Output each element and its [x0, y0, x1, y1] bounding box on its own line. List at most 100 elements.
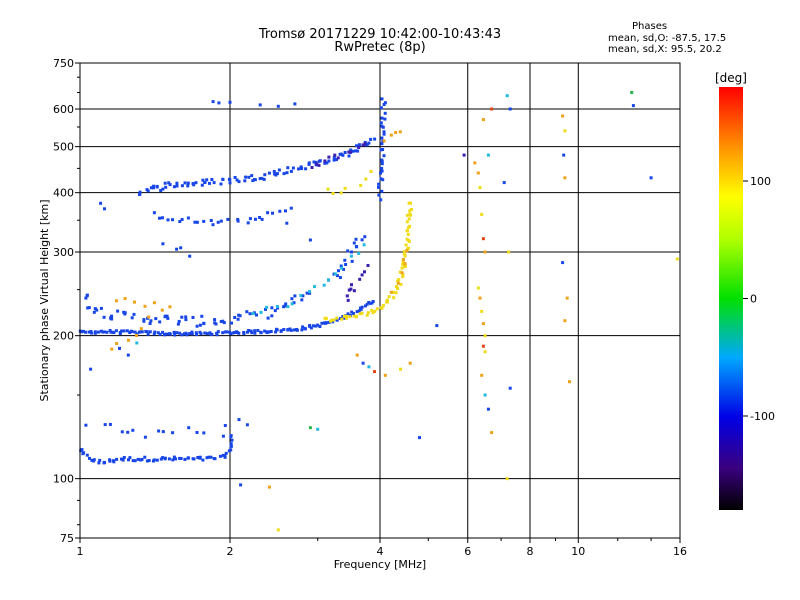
colorbar-tick-label: 100 [750, 175, 771, 188]
echo-point [332, 318, 336, 322]
echo-point [333, 153, 337, 157]
echo-point [404, 243, 408, 247]
echo-point [81, 452, 85, 456]
echo-point [299, 294, 303, 297]
echo-point [565, 296, 569, 300]
echo-point [131, 459, 135, 463]
echo-point [230, 438, 234, 442]
echo-point [346, 312, 350, 316]
echo-point [250, 174, 254, 178]
echo-point [248, 312, 252, 316]
echo-point [158, 320, 162, 324]
echo-point [164, 185, 168, 189]
echo-point [260, 217, 264, 221]
echo-point [211, 100, 215, 104]
echo-point [371, 311, 375, 315]
echo-point [360, 311, 364, 315]
echo-point [383, 111, 387, 115]
echo-point [276, 528, 280, 532]
echo-point [346, 298, 350, 302]
echo-point [561, 261, 565, 265]
echo-point [396, 286, 400, 290]
echo-point [483, 334, 487, 338]
echo-point [110, 317, 114, 321]
phases-heading: Phases [632, 21, 668, 32]
echo-point [398, 130, 402, 134]
echo-point [269, 330, 273, 333]
echo-point [380, 169, 384, 173]
echo-point [109, 330, 113, 334]
echo-point [172, 455, 176, 459]
echo-point [380, 142, 384, 146]
echo-point [110, 347, 114, 351]
echo-point [408, 361, 412, 365]
echo-point [359, 306, 362, 310]
echo-point [108, 329, 112, 332]
echo-point [335, 316, 339, 320]
echo-point [380, 158, 384, 162]
echo-point [366, 264, 370, 267]
echo-point [343, 186, 347, 190]
echo-point [344, 263, 348, 266]
echo-point [291, 166, 295, 170]
echo-point [166, 218, 170, 222]
echo-point [180, 184, 184, 188]
echo-point [361, 143, 365, 147]
echo-point [233, 316, 237, 319]
echo-point [357, 251, 361, 255]
echo-point [401, 273, 405, 277]
echo-point [502, 181, 506, 185]
echo-point [120, 457, 123, 461]
echo-point [228, 100, 232, 104]
echo-point [235, 178, 239, 182]
echo-point [103, 460, 106, 464]
phases-x-stats: mean, sd,X: 95.5, 20.2 [608, 44, 722, 55]
echo-point [339, 152, 343, 156]
echo-point [322, 283, 326, 287]
echo-point [481, 322, 485, 326]
echo-point [271, 211, 274, 215]
echo-point [198, 455, 202, 459]
echo-point [345, 294, 349, 298]
echo-point [180, 333, 184, 337]
echo-point [128, 456, 132, 460]
echo-point [563, 129, 567, 133]
echo-point [184, 331, 188, 335]
echo-point [191, 316, 195, 319]
echo-point [221, 453, 225, 457]
echo-point [349, 254, 353, 258]
echo-point [160, 308, 164, 312]
echo-point [131, 428, 135, 432]
echo-point [146, 189, 150, 193]
echo-point [148, 322, 152, 325]
echo-point [380, 162, 384, 166]
echo-point [152, 301, 156, 305]
echo-point [243, 179, 247, 183]
echo-point [308, 238, 312, 242]
y-tick-label: 200 [53, 330, 74, 343]
echo-point [173, 333, 177, 337]
echo-point [196, 456, 200, 459]
echo-point [127, 338, 130, 342]
echo-point [304, 167, 308, 171]
echo-point [336, 156, 340, 160]
echo-point [89, 367, 93, 371]
echo-point [167, 181, 171, 185]
echo-point [176, 322, 180, 326]
echo-point [157, 429, 161, 433]
echo-point [406, 247, 409, 251]
echo-point [365, 313, 369, 317]
echo-point [350, 259, 354, 263]
echo-point [483, 393, 487, 397]
echo-point [329, 319, 333, 323]
echo-point [380, 124, 384, 128]
x-tick-label: 1 [77, 545, 84, 558]
echo-point [332, 158, 336, 162]
echo-point [236, 218, 240, 221]
echo-point [138, 193, 142, 196]
echo-point [188, 254, 192, 258]
echo-point [219, 454, 222, 458]
echo-point [361, 361, 365, 365]
echo-point [379, 148, 383, 152]
echo-point [253, 178, 256, 181]
